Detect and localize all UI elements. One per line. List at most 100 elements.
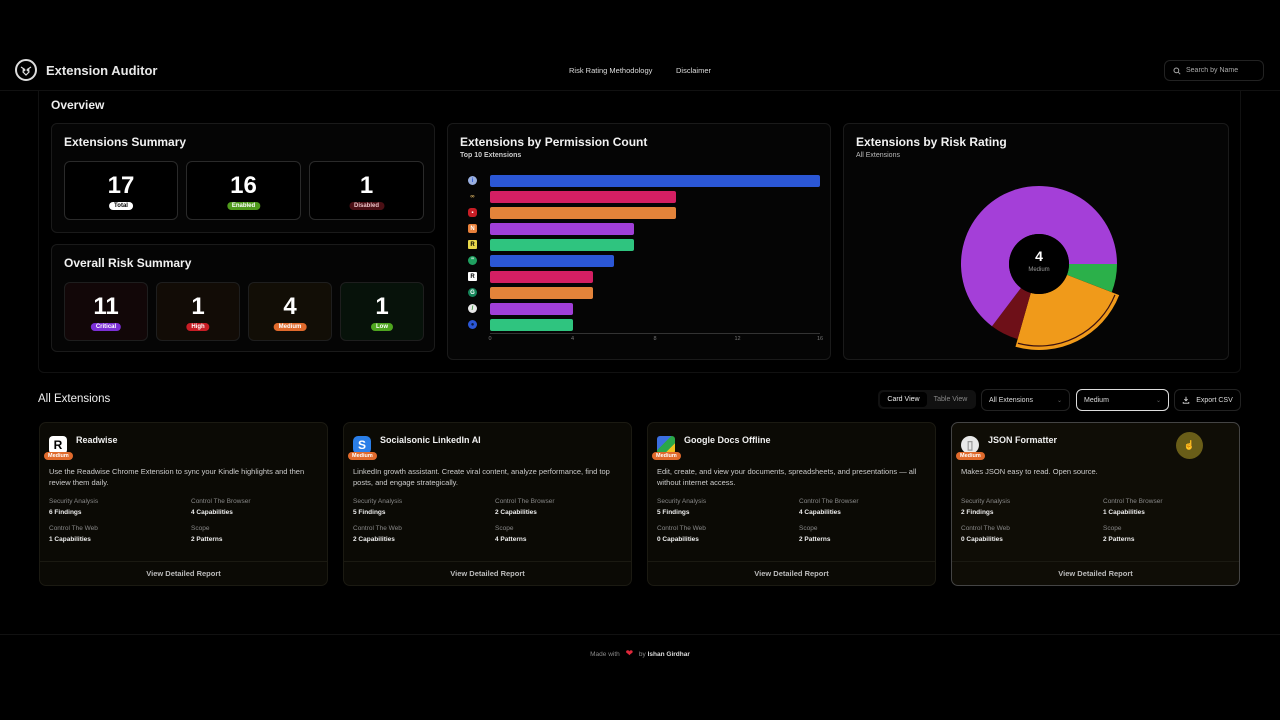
donut-chart[interactable]: 4 Medium: [949, 174, 1129, 354]
donut-slice-low[interactable]: [1066, 264, 1117, 293]
nav-risk-rating-methodology[interactable]: Risk Rating Methodology: [569, 66, 653, 75]
web-capabilities: 1 Capabilities: [49, 536, 91, 543]
bar[interactable]: [490, 223, 635, 235]
view-detailed-report-button[interactable]: View Detailed Report: [40, 561, 327, 585]
footer-by: by: [638, 651, 646, 658]
bar[interactable]: [490, 175, 820, 187]
export-csv-button[interactable]: Export CSV: [1174, 389, 1241, 411]
metric-label: Scope: [799, 525, 818, 532]
risk-value: 1: [375, 293, 389, 320]
risk-value: 1: [191, 293, 205, 320]
view-detailed-report-button[interactable]: View Detailed Report: [344, 561, 631, 585]
extension-description: Edit, create, and view your documents, s…: [657, 467, 917, 487]
risk-badge: Medium: [273, 323, 307, 331]
extension-icon: N: [468, 224, 477, 233]
risk-low: 1 Low: [340, 282, 424, 341]
extension-logo-icon: ▯: [961, 436, 979, 454]
card-view-tab[interactable]: Card View: [880, 392, 927, 407]
bar[interactable]: [490, 191, 676, 203]
risk-badge: Medium: [348, 452, 377, 460]
metric-label: Security Analysis: [961, 498, 1011, 505]
extension-description: Makes JSON easy to read. Open source.: [961, 467, 1098, 476]
risk-badge: Medium: [44, 452, 73, 460]
extension-card[interactable]: R Medium Readwise Use the Readwise Chrom…: [39, 422, 328, 586]
stat-badge: Enabled: [226, 202, 261, 210]
bar[interactable]: [490, 319, 573, 331]
extension-card[interactable]: Medium Google Docs Offline Edit, create,…: [647, 422, 936, 586]
export-label: Export CSV: [1196, 396, 1233, 404]
view-detailed-report-button[interactable]: View Detailed Report: [648, 561, 935, 585]
view-detailed-report-button[interactable]: View Detailed Report: [952, 561, 1239, 585]
search-icon: [1173, 66, 1181, 75]
web-capabilities: 0 Capabilities: [657, 536, 699, 543]
bar[interactable]: [490, 287, 594, 299]
donut-slice-high[interactable]: [991, 287, 1031, 340]
risk-filter-select[interactable]: Medium ⌄: [1076, 389, 1169, 411]
browser-capabilities: 4 Capabilities: [191, 509, 233, 516]
risk-medium: 4 Medium: [248, 282, 332, 341]
x-tick-label: 0: [488, 336, 492, 342]
risk-summary-title: Overall Risk Summary: [64, 256, 192, 270]
extension-filter-select[interactable]: All Extensions ⌄: [981, 389, 1070, 411]
bar[interactable]: [490, 207, 676, 219]
extension-icon: ●: [468, 320, 477, 329]
scope-patterns: 2 Patterns: [799, 536, 831, 543]
extension-name: Readwise: [76, 435, 118, 445]
x-axis: [490, 333, 820, 334]
table-view-tab[interactable]: Table View: [933, 396, 968, 403]
risk-rating-chart-panel: Extensions by Risk Rating All Extensions…: [843, 123, 1229, 360]
extension-description: LinkedIn growth assistant. Create viral …: [353, 467, 610, 487]
app-logo-icon[interactable]: [15, 59, 37, 81]
extension-logo-icon: [657, 436, 675, 454]
overview-title: Overview: [51, 98, 105, 112]
risk-badge: Low: [371, 323, 393, 331]
bar[interactable]: [490, 239, 635, 251]
risk-badge: Critical: [90, 323, 122, 331]
scope-patterns: 2 Patterns: [191, 536, 223, 543]
extension-icon: ▪: [468, 208, 477, 217]
donut-center-value: 4: [1035, 248, 1043, 264]
x-tick-label: 4: [570, 336, 575, 342]
search-box[interactable]: [1164, 60, 1264, 81]
extension-icon: i: [468, 176, 477, 185]
all-extensions-title: All Extensions: [38, 393, 111, 405]
stat-value: 1: [359, 172, 374, 199]
metric-label: Scope: [495, 525, 514, 532]
extensions-summary-title: Extensions Summary: [64, 135, 187, 149]
footer-author-link[interactable]: Ishan Girdhar: [647, 651, 690, 658]
extensions-summary-panel: Extensions Summary 17 Total 16 Enabled 1…: [51, 123, 435, 233]
stat-value: 16: [230, 172, 257, 199]
extension-logo-icon: R: [49, 436, 67, 454]
chart-subtitle: Top 10 Extensions: [460, 152, 522, 159]
donut-slice-medium[interactable]: [1015, 274, 1120, 350]
extension-icon: /: [468, 304, 477, 313]
view-toggle: Card View Table View: [878, 390, 976, 409]
bar[interactable]: [490, 255, 614, 267]
x-tick-label: 16: [816, 336, 824, 342]
security-findings: 5 Findings: [657, 509, 690, 516]
metric-label: Security Analysis: [353, 498, 403, 505]
top-header: Extension Auditor Risk Rating Methodolog…: [0, 50, 1280, 91]
metric-label: Security Analysis: [657, 498, 707, 505]
select-value: All Extensions: [989, 396, 1033, 404]
stat-badge: Total: [109, 202, 133, 210]
nav-disclaimer[interactable]: Disclaimer: [676, 66, 712, 75]
extension-card[interactable]: S Medium Socialsonic LinkedIn AI LinkedI…: [343, 422, 632, 586]
metric-label: Security Analysis: [49, 498, 99, 505]
bar[interactable]: [490, 303, 573, 315]
security-findings: 5 Findings: [353, 509, 386, 516]
bar[interactable]: [490, 271, 594, 283]
app-title[interactable]: Extension Auditor: [46, 63, 158, 78]
donut-slice-critical[interactable]: [961, 186, 1117, 327]
search-input[interactable]: [1186, 67, 1256, 74]
stat-badge: Disabled: [348, 202, 385, 210]
heart-icon: ❤: [625, 648, 634, 658]
browser-capabilities: 2 Capabilities: [495, 509, 537, 516]
metric-label: Control The Browser: [191, 498, 251, 505]
metric-label: Control The Web: [353, 525, 402, 532]
metric-label: Control The Web: [657, 525, 706, 532]
metric-label: Scope: [1103, 525, 1122, 532]
permission-count-chart-panel: Extensions by Permission Count Top 10 Ex…: [447, 123, 831, 360]
footer-divider: [0, 634, 1280, 635]
extension-name: JSON Formatter: [988, 435, 1058, 445]
